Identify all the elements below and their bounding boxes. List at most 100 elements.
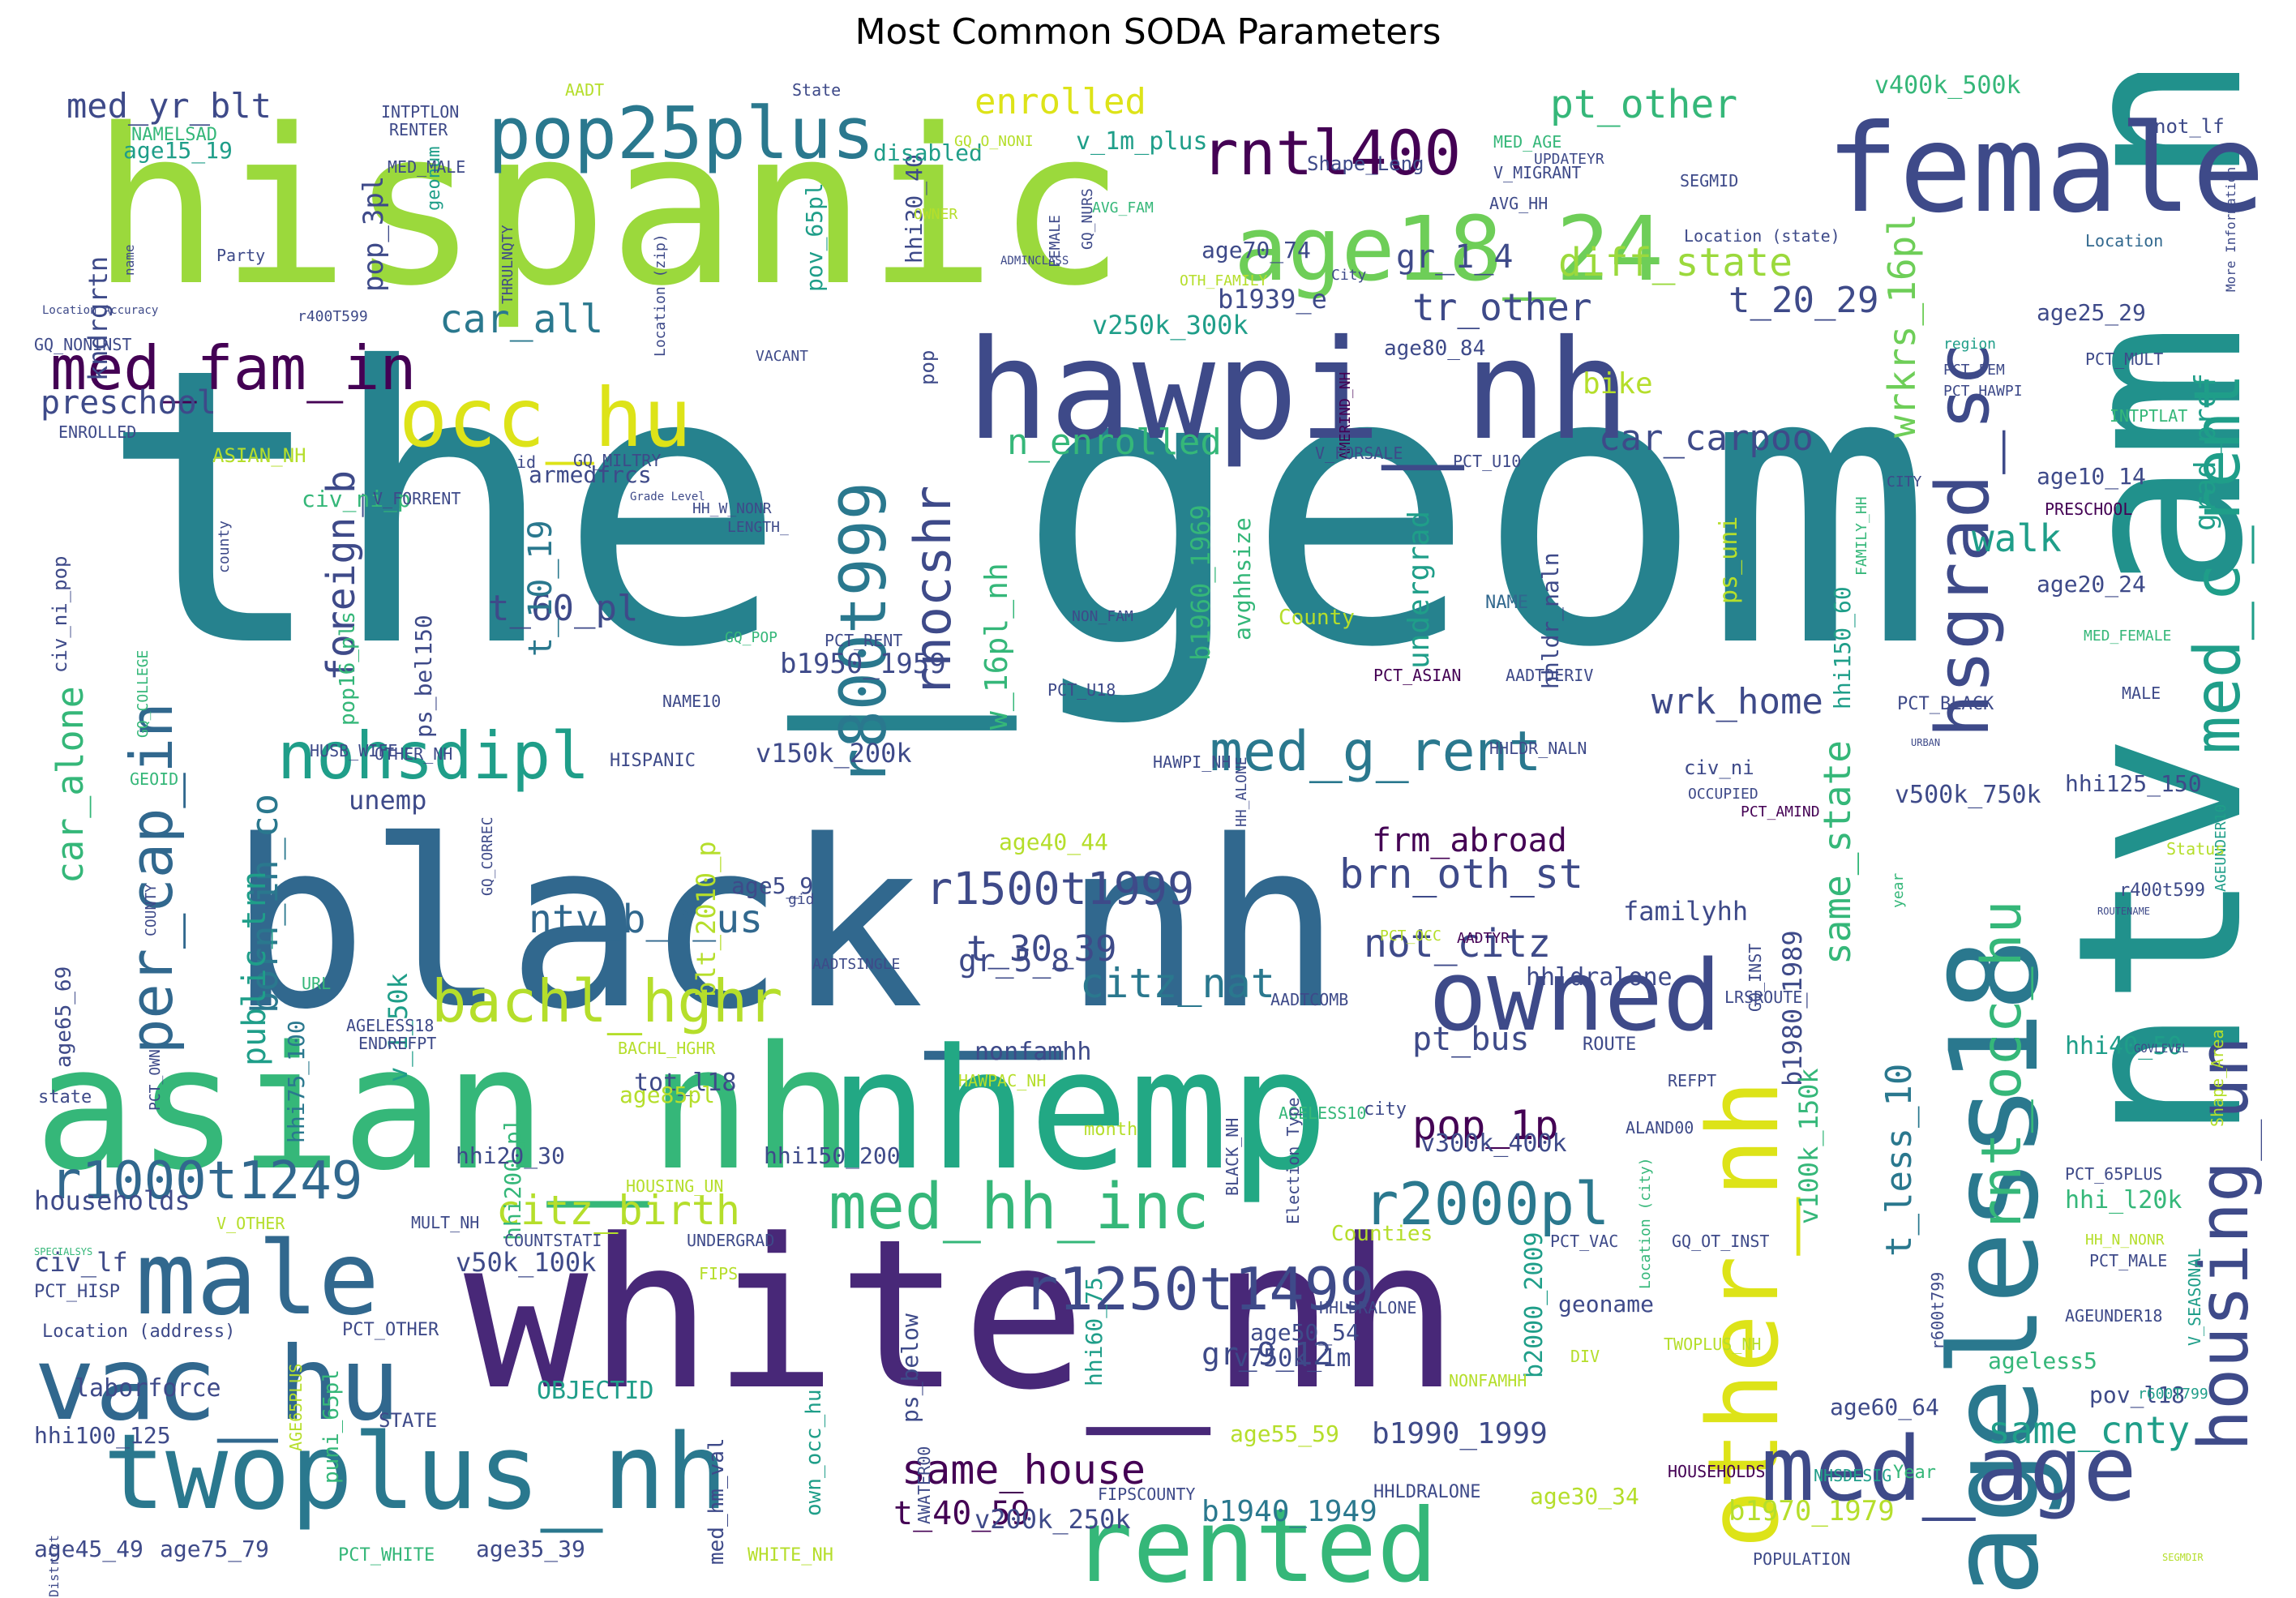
word-countstati: COUNTSTATI: [504, 1231, 602, 1250]
word-state: STATE: [379, 1409, 437, 1432]
word-hsgrad-sc: hsgrad_sc: [1921, 342, 2006, 738]
word-v200k-250k: v200k_250k: [975, 1504, 1131, 1535]
word-county: county: [216, 521, 233, 573]
word-t-30-39: t_30_39: [966, 928, 1116, 970]
word-hhi75-100: hhi75_100: [283, 1020, 311, 1143]
word-fipscounty: FIPSCOUNTY: [1098, 1484, 1195, 1504]
word-year: year: [1890, 872, 1907, 908]
word-ps-below: ps_below: [897, 1313, 924, 1423]
word-housing-un: HOUSING_UN: [626, 1176, 723, 1196]
word-city: CITY: [1887, 473, 1922, 491]
word-rnocshr: rnocshr: [903, 486, 962, 697]
word-age25-29: age25_29: [2037, 299, 2146, 327]
word-pct-65plus: PCT_65PLUS: [2065, 1164, 2162, 1184]
word-age65plus: AGE65PLUS: [286, 1364, 306, 1451]
word-v100k-150k: v100k_150k: [1793, 1068, 1824, 1224]
word-age5-9: age5_9: [731, 872, 813, 900]
word-r400t599: r400t599: [2119, 880, 2205, 901]
word-location-state: Location (state): [1684, 226, 1840, 246]
word-pct-black: PCT_BLACK: [1897, 694, 1994, 714]
word-civ-lf: civ_lf: [34, 1247, 128, 1278]
word-ps-bel150: ps_bel150: [410, 615, 438, 738]
word-renter: RENTER: [389, 120, 448, 139]
word-ageless18: AGELESS18: [346, 1016, 434, 1035]
word-disabled: disabled: [873, 139, 983, 166]
word-husb-wife: HUSB_WIFE: [310, 741, 397, 760]
word-car-carpoo: car_carpoo: [1599, 418, 1814, 459]
word-adminclass: ADMINCLASS: [1000, 255, 1069, 268]
word-v500k-750k: v500k_750k: [1895, 781, 2041, 809]
word-ntv-am-nh: ntv_am_nh: [2029, 73, 2262, 1143]
word-age45-49: age45_49: [34, 1536, 144, 1563]
word-population: POPULATION: [1753, 1549, 1850, 1569]
word-own-occ-hu: own_occ_hu: [802, 1389, 826, 1516]
word-med-yr-blt: med_yr_blt: [66, 86, 272, 126]
word-pct-u18: PCT_U18: [1047, 680, 1116, 700]
word-fips: FIPS: [699, 1264, 738, 1283]
word-party: Party: [216, 246, 265, 265]
word-walk: walk: [1972, 516, 2062, 560]
word-location-city: Location (city): [1637, 1157, 1654, 1289]
word-gid: gid: [788, 891, 815, 908]
word-pop: pop: [916, 350, 939, 385]
word-pov-65pl: pov_65pl: [801, 182, 829, 292]
word-nhsdesig: NHSDESIG: [1814, 1466, 1891, 1485]
word-foreign-b: foreign_b: [319, 470, 364, 681]
word-b1980-1989: b1980_1989: [1777, 930, 1808, 1086]
word-r600t799: r600T799: [2138, 1386, 2208, 1403]
word-puni-65pl: puni_65pl: [319, 1369, 344, 1484]
word-region: region: [1943, 336, 1996, 353]
word-blt-2010-p: blt_2010_p: [691, 841, 722, 997]
word-avg-hh: AVG_HH: [1489, 194, 1548, 213]
word-v-other: V_OTHER: [216, 1214, 285, 1233]
word-geonum: geonum: [424, 147, 444, 211]
word-gq-miltry: GQ_MILTRY: [573, 451, 661, 470]
word-female: female: [1826, 99, 2262, 240]
word-aadtcomb: AADTCOMB: [1270, 990, 1348, 1009]
word-pct-hisp: PCT_HISP: [34, 1282, 120, 1302]
word-v150k-200k: v150k_200k: [756, 738, 912, 769]
word-twoplus-nh: twoplus_nh: [103, 1412, 728, 1533]
word-born-in-co: born_in_co: [243, 794, 286, 1013]
word-location: Location: [2085, 231, 2163, 251]
word-pct-vac: PCT_VAC: [1550, 1232, 1618, 1251]
word-citz-birth: citz_birth: [496, 1187, 740, 1234]
word-citz-nat: citz_nat: [1080, 960, 1275, 1007]
word-r1000t1249: r1000t1249: [50, 1151, 362, 1211]
word-r600t799: r600t799: [1928, 1272, 1947, 1350]
word-med-hh-inc: med_hh_inc: [829, 1171, 1210, 1244]
word-hh-w-nonr: HH_W_NONR: [692, 500, 772, 517]
word-age30-34: age30_34: [1530, 1483, 1639, 1510]
word-rnt-occ-hu: rnt_occ_hu: [1970, 901, 2034, 1232]
word-url: URL: [302, 974, 331, 993]
word-pct-amind: PCT_AMIND: [1741, 803, 1820, 820]
word-length: LENGTH_: [727, 519, 789, 536]
word-month: month: [1084, 1120, 1137, 1140]
word-wrkrs-16pl: wrkrs_16pl: [1880, 213, 1924, 438]
word-ageunder18: AGEUNDER18: [2065, 1306, 2162, 1326]
word-cloud: the_geom hispanic black_nh white_nh asian_nh…: [34, 73, 2262, 1598]
word-v400k-500k: v400k_500k: [1874, 73, 2021, 100]
word-location-zip: Location (zip): [652, 233, 669, 357]
word-hhi150-200: hhi150_200: [764, 1142, 901, 1170]
word-aland00: ALAND00: [1626, 1118, 1694, 1137]
word-t-20-29: t_20_29: [1728, 280, 1878, 321]
word-pct-mult: PCT_MULT: [2085, 349, 2163, 369]
word-white-nh: WHITE_NH: [747, 1545, 833, 1566]
word-b1990-1999: b1990_1999: [1372, 1417, 1548, 1450]
word-name10: NAME10: [662, 692, 721, 711]
word-refpt: REFPT: [1668, 1071, 1716, 1090]
word-gq-college: GQ_COLLEGE: [135, 650, 152, 738]
word-med-age: MED_AGE: [1493, 132, 1561, 152]
word-hispanic: HISPANIC: [610, 751, 696, 771]
word-age50-54: age50_54: [1250, 1319, 1360, 1347]
word-hhi30-40: hhi30_40: [901, 154, 928, 263]
word-med-age: med_age: [1761, 1417, 2137, 1521]
word-pct-hawpi: PCT_HAWPI: [1943, 383, 2023, 400]
word-other-nh: OTHER_NH: [375, 744, 452, 764]
word-specialsys: SPECIALSYS: [34, 1246, 92, 1257]
word-hhldralone: hhldralone: [1526, 963, 1673, 992]
word-pct-male: PCT_MALE: [2089, 1251, 2167, 1270]
word-family-hh: FAMILY_HH: [1853, 496, 1870, 576]
word-v-1m-plus: v_1m_plus: [1076, 127, 1208, 156]
